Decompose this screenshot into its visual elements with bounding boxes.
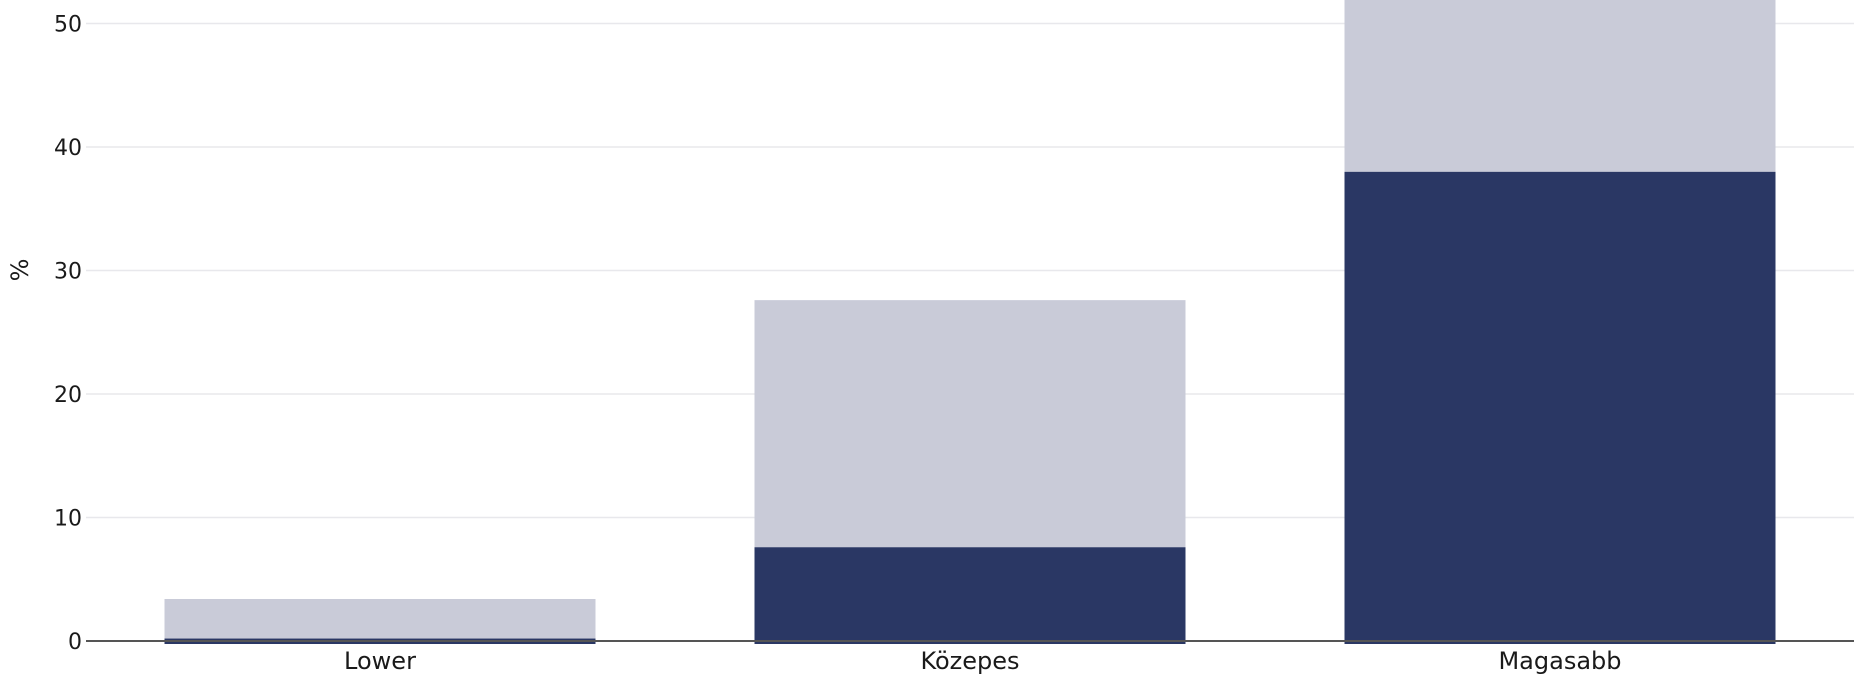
y-tick-label: 40 [54, 136, 82, 161]
y-tick-label: 30 [54, 260, 82, 285]
bars [164, 0, 1776, 644]
y-tick-label: 10 [54, 507, 82, 532]
bar-segment [754, 547, 1186, 644]
y-tick-label: 20 [54, 383, 82, 408]
y-axis-label: % [6, 259, 34, 282]
bar-segment [1344, 171, 1776, 644]
y-tick-label: 0 [68, 630, 82, 655]
bar-segment [754, 300, 1186, 548]
x-category-label: Közepes [920, 647, 1019, 674]
x-axis-labels: Lower Közepes Magasabb [344, 647, 1621, 674]
x-category-label: Lower [344, 647, 416, 674]
bar-segment [1344, 0, 1776, 172]
y-axis-ticks: 0 10 20 30 40 50 [54, 13, 82, 656]
y-tick-label: 50 [54, 13, 82, 38]
bar-segment [164, 599, 596, 639]
x-category-label: Magasabb [1498, 647, 1621, 674]
